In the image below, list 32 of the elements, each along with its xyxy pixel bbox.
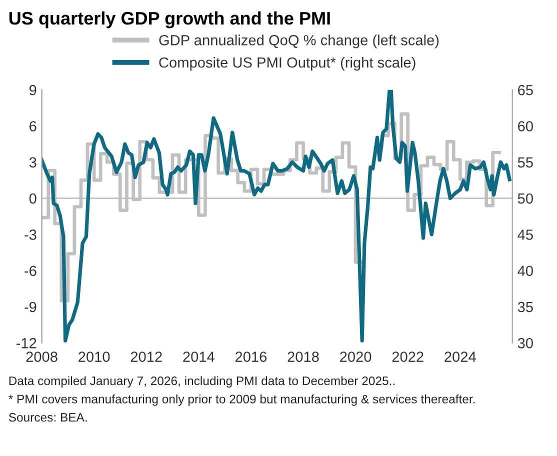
text: * PMI covers manufacturing only prior to 2009 but manufacturing & services thereafter. bbox=[8, 394, 475, 406]
x-tick-label: 2022 bbox=[392, 352, 424, 362]
source-note: Sources: BEA. bbox=[8, 413, 87, 422]
text: Data compiled January 7, 2026, including PMI data to December 2025.. bbox=[9, 376, 394, 388]
x-tick-label: 2010 bbox=[78, 352, 110, 362]
y2-tick-label: 55 bbox=[518, 157, 533, 168]
x-tick-label: 2012 bbox=[130, 352, 162, 362]
y2-tick-label: 35 bbox=[518, 302, 533, 312]
legend-label: Composite US PMI Output* (right scale) bbox=[159, 56, 416, 71]
chart-title: US quarterly GDP growth and the PMI bbox=[9, 11, 330, 28]
x-tick-label: 2014 bbox=[183, 352, 214, 362]
y2-tick-label: 50 bbox=[518, 193, 533, 204]
y-tick-label: 9 bbox=[29, 84, 36, 96]
x-tick-label: 2008 bbox=[26, 352, 58, 362]
y-tick-label: -3 bbox=[24, 230, 36, 240]
y2-tick-label: 30 bbox=[518, 338, 533, 348]
y2-tick-label: 40 bbox=[518, 266, 533, 276]
y2-tick-label: 65 bbox=[518, 84, 533, 96]
y-tick-label: 0 bbox=[29, 193, 36, 204]
y-tick-label: 3 bbox=[29, 157, 36, 168]
y-tick-label: -12 bbox=[16, 338, 36, 348]
y-tick-label: -9 bbox=[24, 302, 36, 312]
x-tick-label: 2020 bbox=[340, 352, 372, 362]
y2-tick-label: 60 bbox=[518, 121, 533, 132]
legend-label: GDP annualized QoQ % change (left scale) bbox=[159, 34, 439, 48]
x-tick-label: 2024 bbox=[444, 352, 476, 362]
line-series bbox=[42, 90, 512, 343]
y-tick-label: -6 bbox=[24, 266, 36, 276]
y-tick-label: 6 bbox=[30, 121, 36, 132]
x-tick-label: 2016 bbox=[235, 352, 267, 362]
x-tick-label: 2018 bbox=[288, 352, 319, 362]
y2-tick-label: 45 bbox=[518, 230, 533, 240]
